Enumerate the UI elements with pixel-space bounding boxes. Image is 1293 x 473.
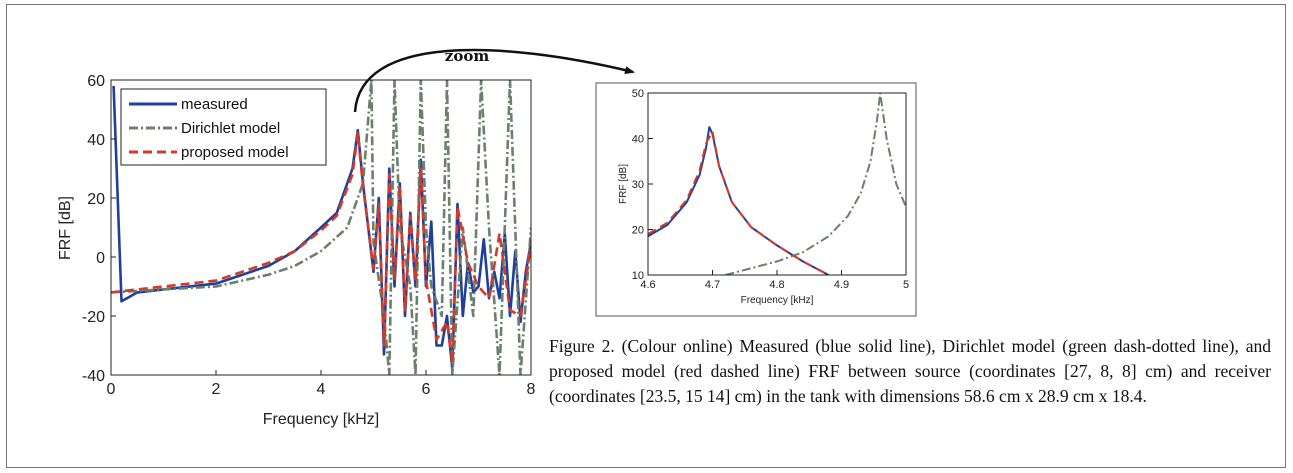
inset-x-tick-label: 5 xyxy=(903,279,909,291)
inset-y-tick-label: 20 xyxy=(632,225,644,237)
legend-label-dirichlet: Dirichlet model xyxy=(181,120,280,137)
inset-x-tick-label: 4.7 xyxy=(705,279,720,291)
inset-y-tick-label: 30 xyxy=(632,179,644,191)
main-y-axis-label: FRF [dB] xyxy=(57,196,74,260)
inset-x-tick-label: 4.6 xyxy=(640,279,655,291)
legend: measured Dirichlet model proposed model xyxy=(120,88,327,166)
main-series-proposed-model xyxy=(111,131,531,365)
main-series-measured xyxy=(112,85,531,371)
main-x-tick-label: 4 xyxy=(317,381,326,398)
main-x-tick-label: 0 xyxy=(107,381,116,398)
main-x-tick-label: 8 xyxy=(527,381,536,398)
zoom-arrow xyxy=(353,48,635,113)
figure-caption: Figure 2. (Colour online) Measured (blue… xyxy=(549,336,1271,406)
inset-y-axis-label: FRF [dB] xyxy=(618,164,629,204)
main-y-tick-label: -20 xyxy=(82,309,105,326)
inset-x-tick-label: 4.9 xyxy=(834,279,849,291)
inset-x-axis-label: Frequency [kHz] xyxy=(741,295,814,306)
main-y-tick-label: 0 xyxy=(96,250,105,267)
main-x-axis-label: Frequency [kHz] xyxy=(263,411,379,428)
main-y-tick-label: 20 xyxy=(87,191,105,208)
inset-x-tick-label: 4.8 xyxy=(769,279,784,291)
inset-y-tick-label: 50 xyxy=(632,88,644,100)
main-y-tick-label: -40 xyxy=(82,368,105,385)
legend-label-proposed: proposed model xyxy=(181,144,289,161)
main-series-dirichlet-model xyxy=(111,80,531,375)
zoom-label: zoom xyxy=(445,47,490,65)
inset-series-dirichlet-model xyxy=(725,93,906,275)
inset-series-proposed-model xyxy=(648,130,830,275)
main-y-tick-label: 40 xyxy=(87,132,105,149)
main-frf-chart: 0 2 4 6 8 -40 -20 0 20 40 60 measured Dirichlet mo… xyxy=(57,73,536,428)
inset-y-tick-label: 10 xyxy=(632,270,644,282)
main-y-tick-label: 60 xyxy=(87,73,105,90)
legend-label-measured: measured xyxy=(181,96,248,113)
inset-y-tick-label: 40 xyxy=(632,134,644,146)
figure-frame xyxy=(6,4,1286,468)
main-x-tick-label: 6 xyxy=(422,381,431,398)
main-x-tick-label: 2 xyxy=(212,381,221,398)
